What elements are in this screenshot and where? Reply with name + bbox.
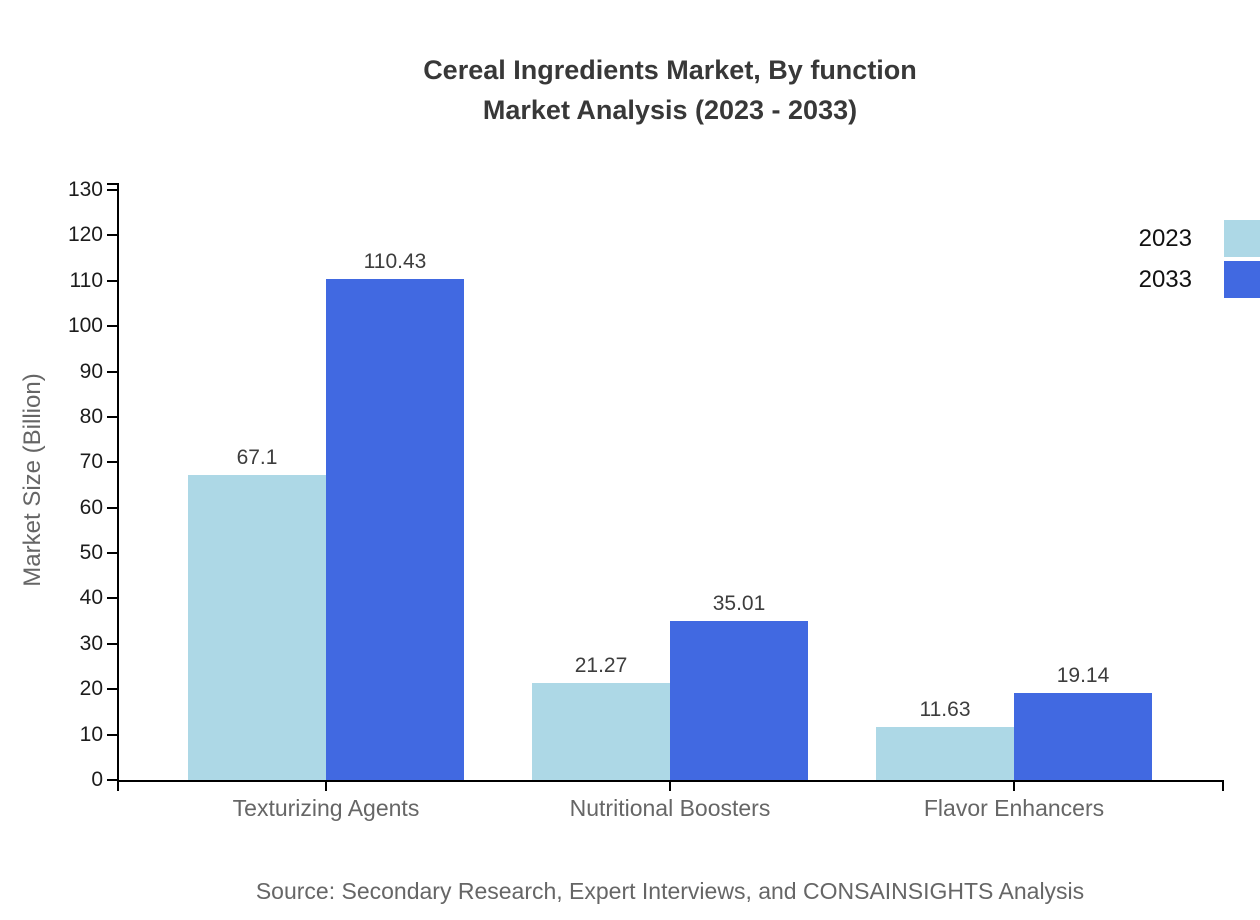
y-axis-tick: [107, 371, 118, 373]
y-axis-tick-label: 40: [79, 586, 103, 609]
y-axis-tick: [107, 779, 118, 781]
y-axis-tick-label: 30: [79, 632, 103, 655]
bar-value-label-2033-flavor-enhancers: 19.14: [1056, 664, 1110, 687]
y-axis-tick-label: 10: [79, 723, 103, 746]
bar-2033-texturizing-agents: [326, 279, 464, 780]
x-axis-line: [117, 780, 1224, 782]
x-axis-end-tick: [1222, 782, 1224, 791]
bar-2023-flavor-enhancers: [876, 727, 1014, 780]
y-axis-tick: [107, 597, 118, 599]
legend-label-2023: 2023: [1138, 225, 1192, 252]
y-axis-tick-label: 80: [79, 405, 103, 428]
y-axis-line: [117, 183, 119, 782]
y-axis-tick-label: 120: [67, 223, 103, 246]
x-category-label-flavor-enhancers: Flavor Enhancers: [923, 795, 1105, 821]
bar-2033-flavor-enhancers: [1014, 693, 1152, 780]
y-axis-tick: [107, 552, 118, 554]
y-axis-tick: [107, 189, 118, 191]
chart-title-line-1: Cereal Ingredients Market, By function: [423, 55, 917, 85]
legend-item-2033: 2033: [1139, 261, 1260, 298]
x-axis-origin-tick: [117, 782, 119, 791]
bar-2023-texturizing-agents: [188, 475, 326, 780]
legend-swatch-2033: [1224, 261, 1260, 298]
bar-value-label-2023-texturizing-agents: 67.1: [236, 446, 278, 469]
bar-2023-nutritional-boosters: [532, 683, 670, 780]
y-axis-tick: [107, 688, 118, 690]
bar-2033-nutritional-boosters: [670, 621, 808, 780]
source-note: Source: Secondary Research, Expert Inter…: [255, 878, 1085, 904]
y-axis-tick-label: 60: [79, 496, 103, 519]
bar-value-label-2033-nutritional-boosters: 35.01: [712, 592, 766, 615]
y-axis-tick-label: 130: [67, 178, 103, 201]
chart-title: Cereal Ingredients Market, By function M…: [80, 50, 1260, 130]
y-axis-tick: [107, 325, 118, 327]
legend: 2023 2033: [1139, 220, 1260, 302]
chart-title-line-2: Market Analysis (2023 - 2033): [482, 95, 858, 125]
x-category-label-nutritional-boosters: Nutritional Boosters: [569, 795, 771, 821]
y-axis-tick-label: 70: [79, 450, 103, 473]
y-axis-tick-label: 90: [79, 360, 103, 383]
x-axis-tick: [1013, 782, 1015, 791]
y-axis-tick: [107, 734, 118, 736]
bar-value-label-2023-nutritional-boosters: 21.27: [574, 654, 628, 677]
y-axis-tick: [107, 507, 118, 509]
y-axis-tick: [107, 234, 118, 236]
bar-value-label-2033-texturizing-agents: 110.43: [363, 250, 427, 273]
y-axis-tick-label: 20: [79, 677, 103, 700]
y-axis-tick: [107, 280, 118, 282]
bar-value-label-2023-flavor-enhancers: 11.63: [919, 698, 971, 721]
legend-item-2023: 2023: [1139, 220, 1260, 257]
legend-label-2033: 2033: [1138, 266, 1192, 293]
x-axis-tick: [669, 782, 671, 791]
y-axis-tick-label: 0: [91, 768, 103, 791]
legend-swatch-2023: [1224, 220, 1260, 257]
x-axis-tick: [325, 782, 327, 791]
y-axis-tick: [107, 416, 118, 418]
y-axis-tick: [107, 461, 118, 463]
y-axis-tick-label: 110: [69, 269, 103, 292]
y-axis-end-cap: [107, 183, 118, 185]
y-axis-tick: [107, 643, 118, 645]
x-category-label-texturizing-agents: Texturizing Agents: [232, 795, 420, 821]
y-axis-tick-label: 50: [79, 541, 103, 564]
y-axis-tick-label: 100: [67, 314, 103, 337]
